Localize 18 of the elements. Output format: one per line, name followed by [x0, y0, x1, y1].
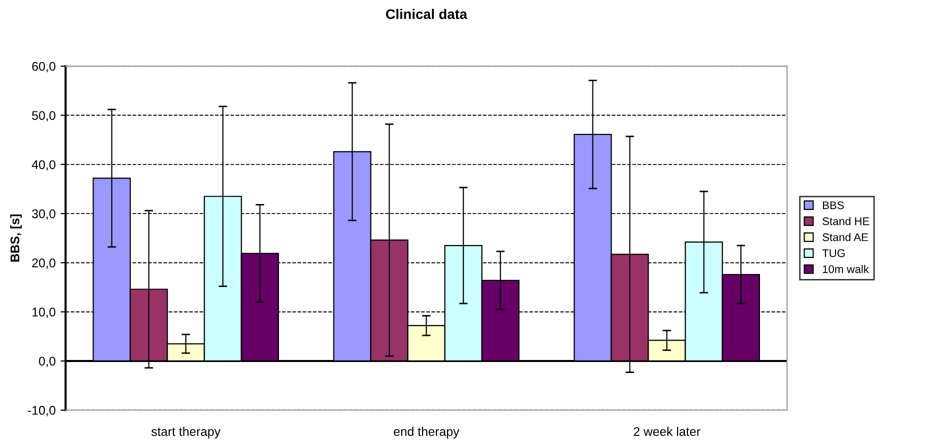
y-tick-label: 0,0	[38, 356, 56, 368]
legend-label: TUG	[822, 249, 845, 258]
x-tick-label: start therapy	[151, 426, 221, 438]
x-tick-label: end therapy	[394, 426, 460, 438]
chart-title: Clinical data	[386, 8, 468, 20]
legend-label: Stand AE	[822, 232, 868, 242]
legend-label: 10m walk	[822, 264, 870, 274]
legend-label: Stand HE	[822, 217, 870, 226]
y-tick-label: 20,0	[32, 258, 56, 269]
y-tick-label: 50,0	[32, 111, 56, 122]
y-tick-label: 10,0	[32, 308, 56, 318]
y-tick-label: 60,0	[32, 62, 56, 72]
x-tick-label: 2 week later	[634, 426, 700, 436]
legend-label: BBS	[822, 201, 844, 210]
y-axis-title: BBS, [s]	[10, 214, 22, 262]
y-tick-label: 30,0	[32, 209, 56, 220]
y-tick-label: 40,0	[32, 160, 56, 171]
y-tick-label: -10,0	[28, 406, 56, 416]
